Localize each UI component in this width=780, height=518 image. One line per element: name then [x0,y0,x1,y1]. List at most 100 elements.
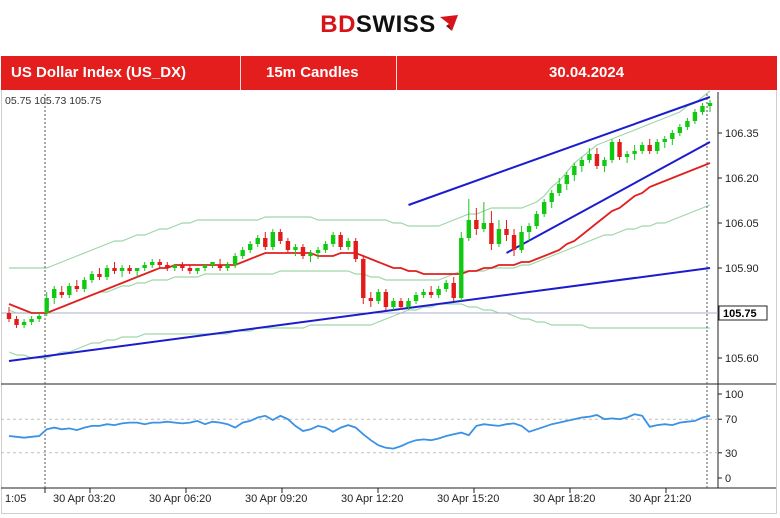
candle-body [421,292,426,295]
candle [549,190,554,208]
candle-body [202,265,208,268]
candle-body [217,265,223,268]
candle [59,286,64,298]
candle [655,139,660,154]
brand-logo-part2: SWISS [355,11,436,38]
time-tick-label: 30 Apr 12:20 [341,493,403,505]
candle [338,232,343,250]
trendlines [8,96,711,362]
moving-average-line [8,162,711,314]
candle-body [270,232,276,247]
candle-body [6,313,12,319]
trendline [506,141,711,254]
candle [594,148,600,169]
chart-frame [1,90,777,514]
candle-body [353,241,358,259]
rsi-tick-label: 0 [725,473,731,485]
candle-body [602,160,607,166]
candle-body [180,265,185,268]
candle [376,289,381,304]
candle-body [240,250,245,256]
candle-body [134,268,140,271]
candle-body [496,229,502,244]
candle-body [662,139,667,142]
candle [662,136,667,148]
vertical-markers [44,94,708,488]
candle-body [330,235,336,244]
price-tick-label: 105.90 [725,263,759,275]
candle-body [36,316,42,319]
candle-body [172,265,178,268]
candle [315,247,321,259]
candle-body [692,112,698,121]
candle [677,124,683,136]
candle-body [157,262,162,265]
candle-body [232,256,238,265]
candle-body [21,322,27,325]
trendline [408,96,711,206]
candle-body [368,298,374,301]
candle-body [639,145,645,151]
candle-body [572,166,577,175]
candle [89,271,95,283]
candle [353,238,358,262]
candle-body [549,193,554,202]
candle [300,244,306,259]
candle [632,145,637,160]
candle [44,292,49,316]
candle-body [443,283,449,289]
moving-average [8,162,711,314]
candle-body [647,145,652,151]
candle-body [406,301,411,307]
candle [142,262,147,271]
rsi-tick-label: 30 [725,448,737,460]
candle-body [617,142,622,157]
candle-body [677,127,683,133]
candle-body [165,265,170,268]
rsi-tick-label: 70 [725,414,737,426]
date-label: 30.04.2024 [549,64,625,81]
candle-body [119,268,125,271]
candle-body [398,301,404,307]
price-tick-label: 105.60 [725,353,759,365]
candle [692,109,698,124]
candle-body [655,142,660,151]
candle-body [707,103,713,106]
candle [29,316,34,325]
candle [587,148,592,163]
candle-body [511,235,517,250]
candle [443,280,449,292]
candle [112,262,117,274]
candle-body [210,262,215,265]
candle-body [376,292,381,301]
current-price-label: 105.75 [723,308,757,320]
candle-body [489,223,494,244]
candle-body [466,220,471,238]
candle-body [685,121,690,127]
candle [624,151,630,163]
candle-body [187,268,193,271]
candle-body [225,265,230,268]
candle [248,241,253,253]
time-tick-label: 30 Apr 03:20 [53,493,115,505]
candle [187,265,193,274]
trendline [8,267,711,362]
candle-body [278,232,283,241]
candle [67,283,72,298]
candle [180,262,185,271]
candle [466,199,471,241]
candle [526,223,532,241]
brand-logo-part1: BD [320,11,356,38]
candle-body [345,241,351,247]
candle-body [82,280,87,289]
candle-body [436,289,441,295]
candle-body [413,295,419,301]
candle [541,199,547,217]
candle [391,298,396,310]
candle [240,247,245,259]
candle [459,232,464,301]
candle-body [481,223,487,229]
candle [474,208,479,235]
candle [707,100,713,112]
candle [82,277,87,292]
